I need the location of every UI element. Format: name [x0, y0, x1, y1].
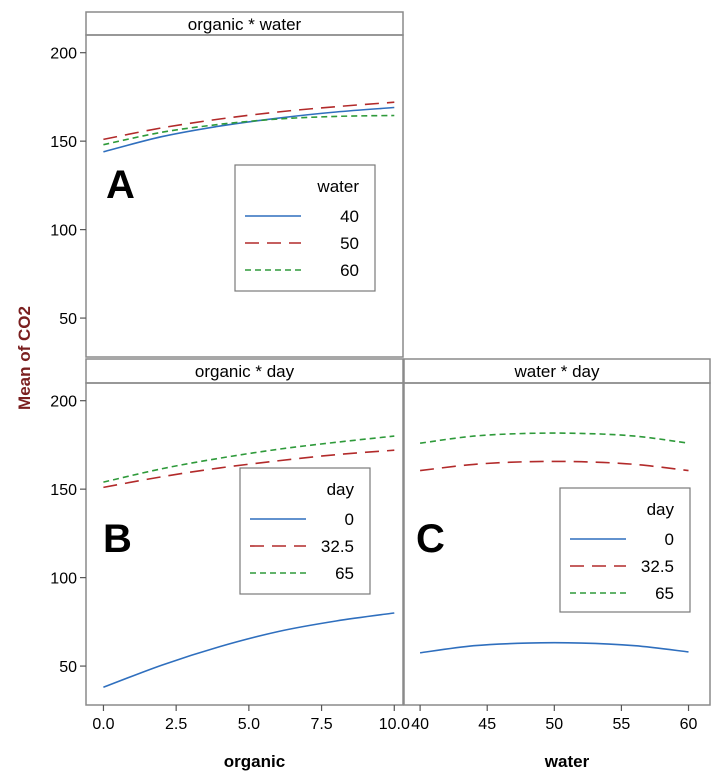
x-tick-label: 50 [545, 716, 563, 733]
series-line-65 [419, 432, 689, 444]
series-line-32.5 [103, 449, 395, 489]
x-tick-label: 10.0 [379, 716, 410, 733]
x-tick-label: 45 [478, 716, 496, 733]
legend: day 0 32.5 65 [559, 487, 691, 613]
x-tick-label: 2.5 [165, 716, 187, 733]
panel-letter: B [103, 517, 132, 561]
panel-letter: C [416, 517, 445, 561]
legend-label: 32.5 [321, 537, 354, 556]
strip-header [403, 358, 711, 384]
y-tick-label: 100 [50, 571, 77, 588]
panel-A: organic * water 50 100 150 200 A water 40 50 60 [50, 11, 404, 358]
panel-frame [85, 382, 404, 706]
strip-title: organic * day [195, 362, 295, 381]
legend: day 0 32.5 65 [239, 467, 371, 595]
legend-label: 60 [340, 261, 359, 280]
legend-label: 50 [340, 234, 359, 253]
series-line-65 [103, 435, 395, 483]
panel-B: organic * day 50 100 150 200 0.0 2.5 5.0 7.5 10.0… [50, 358, 410, 771]
legend-title: day [647, 500, 675, 519]
y-tick-label: 200 [50, 394, 77, 411]
y-tick-label: 150 [50, 134, 77, 151]
series-line-40 [103, 106, 395, 153]
strip-header [85, 358, 404, 384]
series-line-50 [103, 101, 395, 141]
x-axis-label: water [544, 752, 590, 771]
x-tick-label: 7.5 [310, 716, 332, 733]
x-tick-label: 40 [411, 716, 429, 733]
y-tick-label: 200 [50, 46, 77, 63]
x-axis-label: organic [224, 752, 285, 771]
x-tick-label: 55 [613, 716, 631, 733]
y-axis-label: Mean of CO2 [15, 306, 34, 410]
x-tick-label: 5.0 [238, 716, 260, 733]
strip-title: organic * water [188, 15, 302, 34]
x-tick-label: 0.0 [92, 716, 114, 733]
y-tick-label: 100 [50, 223, 77, 240]
panel-frame [85, 34, 404, 358]
legend-label: 65 [335, 564, 354, 583]
series-line-0 [103, 612, 395, 689]
legend-label: 65 [655, 584, 674, 603]
x-tick-label: 60 [680, 716, 698, 733]
panel-letter: A [106, 163, 135, 207]
series-line-60 [103, 114, 395, 146]
y-tick-label: 50 [59, 311, 77, 328]
legend-label: 0 [345, 510, 354, 529]
strip-title: water * day [513, 362, 600, 381]
legend-label: 0 [665, 530, 674, 549]
series-line-32.5 [420, 460, 689, 472]
legend-box [559, 487, 691, 613]
legend-label: 40 [340, 207, 359, 226]
legend: water 40 50 60 [234, 164, 376, 292]
series-line-0 [419, 641, 689, 654]
panel-frame [403, 382, 711, 706]
legend-label: 32.5 [641, 557, 674, 576]
legend-title: water [316, 177, 359, 196]
legend-title: day [327, 480, 355, 499]
y-tick-label: 150 [50, 482, 77, 499]
y-tick-label: 50 [59, 659, 77, 676]
